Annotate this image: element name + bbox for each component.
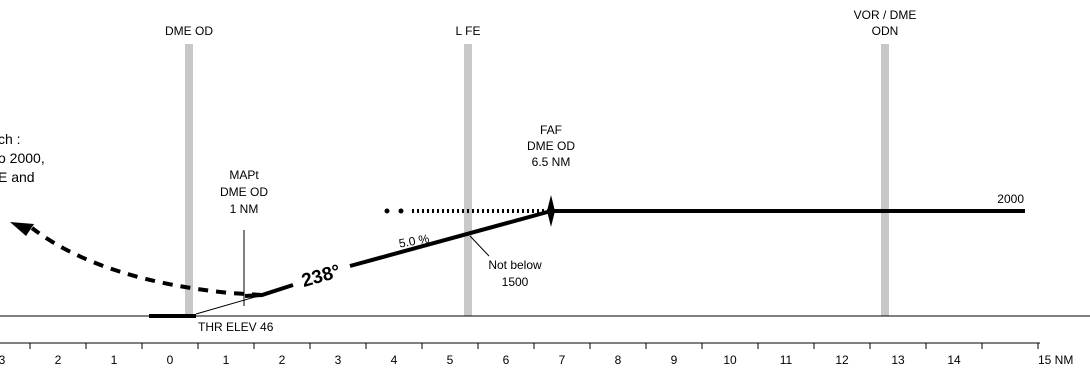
missed-approach-text: ch : o 2000, E and xyxy=(0,131,45,185)
axis-tick-label: 13 xyxy=(891,353,905,367)
faf-label: FAF DME OD 6.5 NM xyxy=(527,123,575,169)
missed-approach-line: o 2000, xyxy=(0,150,45,166)
visual-segment-line xyxy=(195,294,263,315)
axis-tick-label: 4 xyxy=(391,353,398,367)
axis-tick-label: 14 xyxy=(947,353,961,367)
axis-tick-label: 1 xyxy=(223,353,230,367)
missed-approach-line: ch : xyxy=(0,131,21,147)
fix-bar xyxy=(464,44,472,316)
axis-tick-label: 3 xyxy=(335,353,342,367)
missed-approach-path xyxy=(30,226,263,297)
faf-line: FAF xyxy=(540,123,562,137)
mapt-line: 1 NM xyxy=(230,202,259,216)
gradient-label: 5.0 % xyxy=(398,231,431,250)
altitude-label: 2000 xyxy=(997,192,1024,206)
final-approach-path xyxy=(349,209,552,268)
axis-tick-label: 2 xyxy=(55,353,62,367)
fix-bar xyxy=(185,44,193,316)
axis-tick-label: 3 xyxy=(0,353,6,367)
distance-axis-ticks: 3 2 1 0 1 2 3 4 5 6 7 8 9 10 11 12 13 14 xyxy=(0,343,1039,367)
axis-tick-label: 6 xyxy=(503,353,510,367)
not-below-line: Not below xyxy=(488,258,542,272)
faf-line: DME OD xyxy=(527,139,575,153)
axis-tick-label: 10 xyxy=(723,353,737,367)
axis-tick-label: 7 xyxy=(559,353,566,367)
mapt-label: MAPt DME OD 1 NM xyxy=(220,168,268,216)
not-below-leader xyxy=(469,235,490,257)
axis-tick-label: 1 xyxy=(111,353,118,367)
not-below-label: Not below 1500 xyxy=(488,258,542,289)
mapt-line: DME OD xyxy=(220,185,268,199)
fix-bar xyxy=(881,44,889,316)
final-approach-path xyxy=(244,283,294,298)
axis-tick-label: 2 xyxy=(279,353,286,367)
missed-approach-line: E and xyxy=(0,169,35,185)
axis-tick-label: 9 xyxy=(671,353,678,367)
axis-tick-label: 12 xyxy=(835,353,849,367)
fix-label: VOR / DME xyxy=(854,8,917,22)
fix-vor-dme-odn: VOR / DME ODN xyxy=(854,8,917,316)
axis-end-label: 15 NM xyxy=(1038,353,1073,367)
faf-line: 6.5 NM xyxy=(532,155,571,169)
faf-symbol-icon xyxy=(547,195,555,227)
axis-tick-label: 11 xyxy=(780,353,793,367)
course-label: 238° xyxy=(299,261,343,292)
axis-tick-label: 0 xyxy=(167,353,174,367)
level-segment-dot xyxy=(398,208,404,214)
threshold-label: THR ELEV 46 xyxy=(198,320,274,334)
not-below-line: 1500 xyxy=(502,275,529,289)
mapt-line: MAPt xyxy=(229,168,259,182)
fix-label: ODN xyxy=(872,24,899,38)
fix-label: DME OD xyxy=(165,24,213,38)
missed-approach-arrow-icon xyxy=(10,222,34,236)
fix-label: L FE xyxy=(456,24,481,38)
fix-dme-od: DME OD xyxy=(165,24,213,316)
level-segment-dot xyxy=(384,208,390,214)
axis-tick-label: 5 xyxy=(447,353,454,367)
fix-lfe: L FE xyxy=(456,24,481,316)
axis-tick-label: 8 xyxy=(615,353,622,367)
